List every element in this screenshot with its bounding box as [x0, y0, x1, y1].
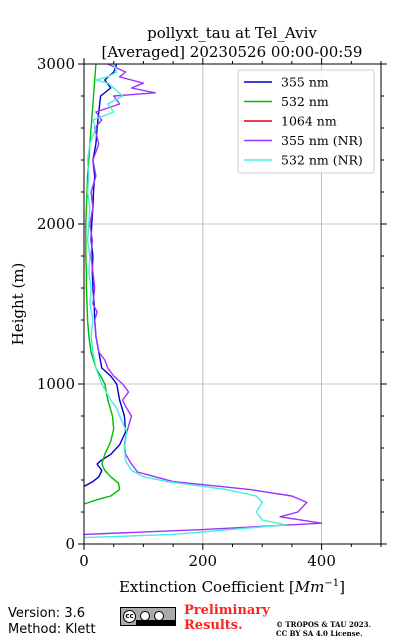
series-line-4 [83, 63, 287, 539]
footer-info: Version: 3.6 Method: Klett [8, 606, 96, 638]
copyright-notice: © TROPOS & TAU 2023. CC BY SA 4.0 Licens… [276, 620, 371, 638]
cc-license-badge: cc [120, 607, 176, 626]
x-axis-label-unit: Mm [294, 578, 325, 596]
series-line-1 [83, 63, 121, 505]
x-tick-label: 200 [188, 552, 217, 570]
copyright-line1: © TROPOS & TAU 2023. [276, 620, 371, 629]
x-axis-label: Extinction Coefficient [Mm−1] [119, 578, 345, 596]
preliminary-line2: Results. [184, 618, 243, 633]
version-text: Version: 3.6 [8, 606, 85, 621]
y-tick-label: 3000 [37, 55, 75, 73]
series-line-3 [83, 63, 323, 536]
preliminary-notice: Preliminary Results. [184, 603, 270, 633]
chart-title-line2: [Averaged] 20230526 00:00-00:59 [102, 43, 363, 61]
chart-title-line1: pollyxt_tau at Tel_Aviv [147, 24, 317, 42]
legend: 355 nm 532 nm 1064 nm 355 nm (NR) 532 nm (NR… [237, 69, 375, 174]
series-layer [83, 63, 323, 539]
legend-label-1: 532 nm [281, 94, 329, 109]
legend-label-4: 532 nm (NR) [281, 153, 363, 168]
y-tick-label: 1000 [37, 375, 75, 393]
x-axis-label-suffix: ] [339, 578, 345, 596]
x-axis-label-prefix: Extinction Coefficient [ [119, 578, 295, 596]
legend-label-2: 1064 nm [281, 114, 337, 129]
method-text: Method: Klett [8, 622, 96, 637]
x-tick-label: 400 [307, 552, 336, 570]
cc-icon: cc [123, 610, 136, 623]
legend-box [237, 69, 375, 174]
preliminary-line1: Preliminary [184, 603, 270, 618]
y-tick-label: 2000 [37, 215, 75, 233]
y-axis-label: Height (m) [9, 263, 27, 346]
cc-badge-strip [136, 620, 175, 625]
ticks-layer: 0 200 400 0 1000 2000 3000 [37, 55, 387, 570]
legend-label-3: 355 nm (NR) [281, 133, 363, 148]
x-axis-label-exp: −1 [324, 578, 339, 589]
x-tick-label: 0 [79, 552, 89, 570]
legend-label-0: 355 nm [281, 75, 329, 90]
copyright-line2: CC BY SA 4.0 License. [276, 629, 363, 638]
y-tick-label: 0 [65, 535, 75, 553]
series-line-0 [83, 63, 127, 488]
